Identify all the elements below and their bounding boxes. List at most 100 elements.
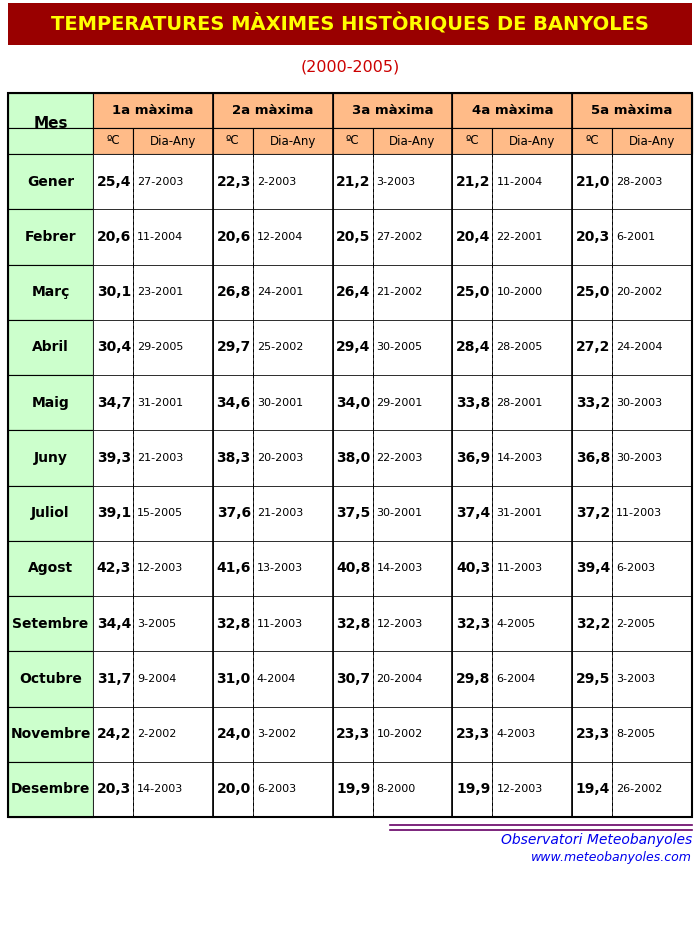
Bar [253,651,332,707]
Text: 13-2003: 13-2003 [257,563,303,573]
Text: 20-2003: 20-2003 [257,453,303,462]
Bar [133,541,213,596]
Bar [372,486,452,541]
Text: 22-2003: 22-2003 [377,453,423,462]
Text: 32,8: 32,8 [216,617,251,631]
Bar [612,707,692,762]
Text: 27-2003: 27-2003 [137,177,183,187]
Bar [372,128,452,154]
Text: 30-2003: 30-2003 [616,398,662,408]
Bar [612,541,692,596]
Text: Mes: Mes [34,116,68,131]
Bar [213,651,253,707]
Text: 1a màxima: 1a màxima [112,104,194,117]
Bar [572,320,612,375]
Text: 2-2002: 2-2002 [137,729,176,739]
Bar [612,128,692,154]
Bar [133,651,213,707]
Bar [612,762,692,817]
Bar [572,209,612,265]
Text: 33,8: 33,8 [456,396,491,410]
Text: 22-2001: 22-2001 [496,232,542,241]
Bar [332,486,372,541]
Text: 19,9: 19,9 [337,783,370,796]
Text: 39,3: 39,3 [97,450,131,465]
Bar [253,265,332,320]
Text: 23,3: 23,3 [576,727,610,741]
Text: 10-2002: 10-2002 [377,729,423,739]
Bar [253,486,332,541]
Bar [93,596,133,651]
Bar [133,486,213,541]
Text: Abril: Abril [32,340,69,354]
Text: 3-2003: 3-2003 [616,674,655,684]
Bar [492,707,572,762]
Bar [8,93,692,817]
Text: www.meteobanyoles.com: www.meteobanyoles.com [531,850,692,864]
Bar [93,320,133,375]
Bar [492,375,572,430]
Bar [8,375,93,430]
Text: 30-2001: 30-2001 [257,398,303,408]
Text: Agost: Agost [28,561,73,575]
Text: Setembre: Setembre [13,617,89,631]
Bar [133,320,213,375]
Bar [492,762,572,817]
Bar [213,375,253,430]
Text: 30-2001: 30-2001 [377,508,423,518]
Bar [492,541,572,596]
Bar [492,651,572,707]
Bar [612,596,692,651]
Bar [8,430,93,486]
Bar [572,375,612,430]
Text: 6-2001: 6-2001 [616,232,655,241]
Bar [572,707,612,762]
Text: 31-2001: 31-2001 [137,398,183,408]
Bar [213,93,332,128]
Bar [372,541,452,596]
Bar [572,128,612,154]
Bar [372,707,452,762]
Bar [452,762,492,817]
Text: 3a màxima: 3a màxima [351,104,433,117]
Bar [492,154,572,209]
Bar [8,128,93,154]
Text: 12-2003: 12-2003 [496,784,542,795]
Text: 34,0: 34,0 [337,396,370,410]
Text: 22,3: 22,3 [216,175,251,189]
Bar [572,651,612,707]
Text: 28-2001: 28-2001 [496,398,542,408]
Text: 32,2: 32,2 [576,617,610,631]
Text: 3-2005: 3-2005 [137,619,176,629]
Text: 33,2: 33,2 [576,396,610,410]
Text: 36,8: 36,8 [576,450,610,465]
Text: 31,7: 31,7 [97,672,131,685]
Bar [452,541,492,596]
Bar [572,596,612,651]
Bar [253,430,332,486]
Text: 25,0: 25,0 [576,285,610,299]
Bar [213,486,253,541]
Text: 4a màxima: 4a màxima [472,104,553,117]
Text: 12-2003: 12-2003 [377,619,423,629]
Bar [93,486,133,541]
Text: 21-2002: 21-2002 [377,287,423,297]
Text: 32,3: 32,3 [456,617,491,631]
Text: Novembre: Novembre [10,727,91,741]
Bar [8,320,93,375]
Text: 8-2000: 8-2000 [377,784,416,795]
Text: 38,3: 38,3 [216,450,251,465]
Text: 39,1: 39,1 [97,506,131,520]
Bar [8,486,93,541]
Bar [452,265,492,320]
Text: 10-2000: 10-2000 [496,287,542,297]
Text: 27-2002: 27-2002 [377,232,423,241]
Bar [332,128,372,154]
Text: 25-2002: 25-2002 [257,342,303,352]
Text: 37,4: 37,4 [456,506,491,520]
Text: (2000-2005): (2000-2005) [300,59,400,75]
Text: Dia-Any: Dia-Any [389,134,435,147]
Bar [372,430,452,486]
Text: 26-2002: 26-2002 [616,784,663,795]
Text: 3-2002: 3-2002 [257,729,296,739]
